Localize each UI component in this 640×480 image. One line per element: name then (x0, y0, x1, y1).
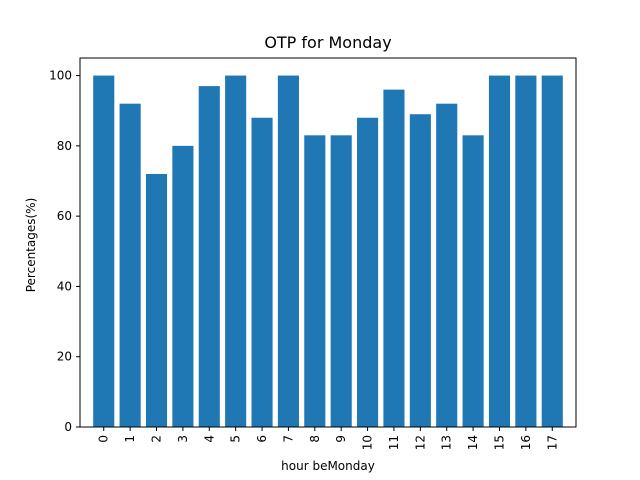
bars-layer (93, 75, 563, 428)
x-tick-label-6: 6 (255, 435, 269, 443)
x-axis-label: hour beMonday (281, 459, 375, 473)
bar-7 (277, 75, 299, 428)
x-tick-label-0: 0 (97, 435, 111, 443)
bar-15 (488, 75, 511, 428)
bar-9 (330, 135, 352, 428)
x-tick-label-11: 11 (387, 435, 401, 450)
bar-16 (515, 75, 537, 428)
y-tick-label-0: 0 (64, 420, 72, 434)
x-tick-label-16: 16 (519, 435, 533, 450)
x-tick-label-10: 10 (361, 435, 375, 450)
bar-12 (409, 114, 431, 427)
bar-2 (145, 173, 168, 427)
bar-13 (436, 103, 458, 427)
x-tick-label-7: 7 (281, 435, 295, 443)
x-tick-label-9: 9 (334, 435, 348, 443)
bar-5 (225, 75, 247, 428)
x-tick-label-14: 14 (466, 435, 480, 450)
y-tick-label-40: 40 (57, 279, 72, 293)
y-tick-label-100: 100 (49, 69, 72, 83)
bar-17 (541, 75, 563, 428)
bar-0 (93, 75, 115, 428)
bar-6 (251, 117, 273, 427)
bar-14 (462, 135, 484, 428)
plot-frame (79, 57, 577, 428)
x-tick-label-3: 3 (176, 435, 190, 443)
x-tick-label-2: 2 (150, 435, 164, 443)
bar-8 (304, 135, 326, 428)
x-tick-label-5: 5 (229, 435, 243, 443)
axes-layer (79, 57, 577, 428)
y-tick-label-60: 60 (57, 209, 72, 223)
bar-11 (383, 89, 405, 427)
x-tick-label-12: 12 (413, 435, 427, 450)
x-tick-label-1: 1 (123, 435, 137, 443)
bar-3 (172, 145, 194, 427)
y-tick-label-20: 20 (57, 350, 72, 364)
x-tick-label-17: 17 (545, 435, 559, 450)
x-tick-label-4: 4 (202, 435, 216, 443)
x-tick-label-13: 13 (440, 435, 454, 450)
chart-title: OTP for Monday (264, 33, 391, 52)
bar-1 (119, 103, 141, 427)
bar-4 (198, 86, 220, 427)
y-tick-label-80: 80 (57, 139, 72, 153)
x-tick-label-15: 15 (492, 435, 506, 450)
x-tick-label-8: 8 (308, 435, 322, 443)
y-axis-label: Percentages(%) (24, 198, 38, 293)
bar-10 (357, 117, 379, 427)
